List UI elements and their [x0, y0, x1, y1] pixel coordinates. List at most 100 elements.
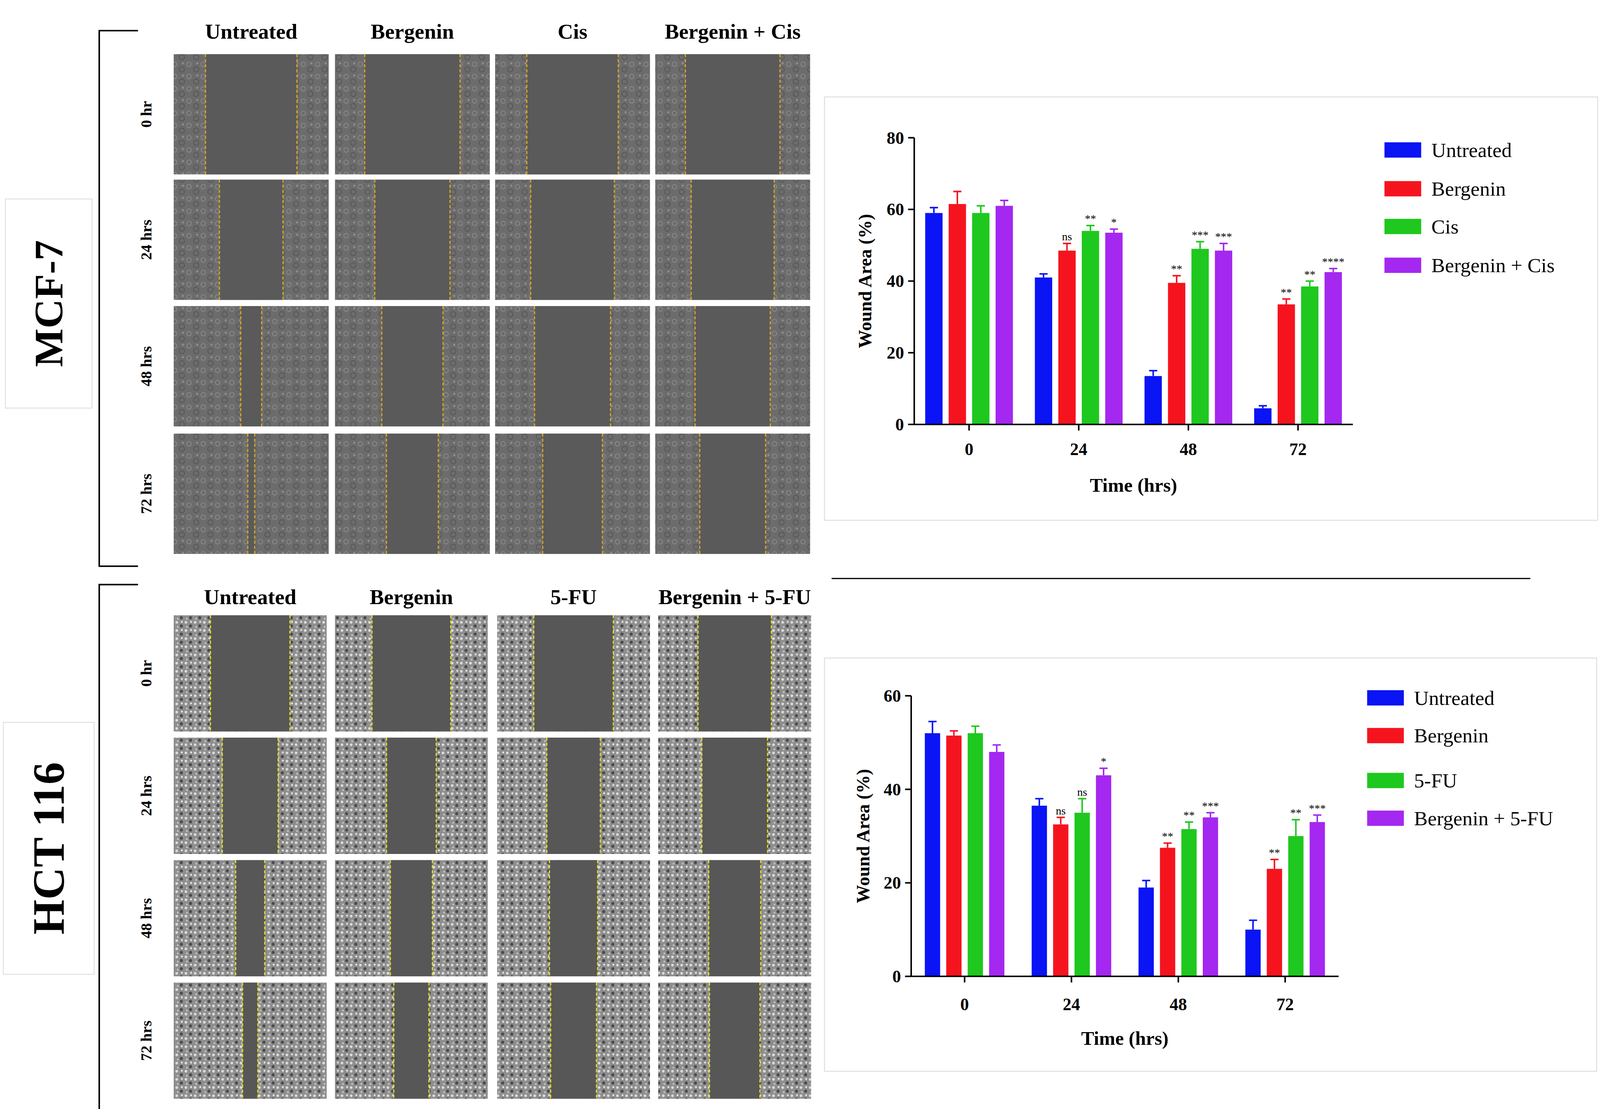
bracket — [99, 584, 138, 1109]
micrograph — [335, 433, 491, 554]
error-bar — [1081, 798, 1083, 813]
bar — [989, 751, 1005, 977]
micrograph — [335, 179, 491, 300]
image-section: HCT 116UntreatedBergenin5-FUBergenin + 5… — [3, 584, 812, 1109]
error-cap — [1305, 280, 1314, 282]
wound-gap — [699, 433, 766, 554]
x-tick — [963, 976, 966, 983]
bar — [1214, 250, 1233, 425]
wound-edge — [773, 179, 775, 300]
significance: ** — [1170, 262, 1183, 275]
micrograph — [497, 982, 651, 1099]
error-cap — [1142, 879, 1151, 882]
micrograph-bg — [654, 433, 810, 554]
wound-edge — [235, 859, 237, 977]
wound-edge — [240, 305, 242, 427]
micrograph — [173, 305, 329, 427]
micrograph-bg — [335, 982, 489, 1099]
micrograph — [497, 859, 651, 977]
wound-edge — [393, 982, 395, 1099]
wound-gap — [393, 982, 429, 1099]
micrograph — [335, 859, 489, 977]
separator — [831, 577, 1531, 579]
micrograph-bg — [494, 54, 650, 175]
legend-label: 5-FU — [1413, 768, 1457, 792]
wound-gap — [235, 859, 265, 977]
significance: * — [1100, 754, 1107, 768]
y-tick-label: 60 — [883, 686, 902, 706]
error-bar — [1295, 819, 1297, 836]
micrograph — [173, 859, 327, 977]
x-tick — [1284, 976, 1287, 983]
bar — [1191, 248, 1209, 425]
column-header: 5-FU — [550, 584, 597, 609]
error-cap — [1196, 241, 1204, 243]
wound-gap — [550, 982, 597, 1099]
micrograph-bg — [497, 859, 651, 977]
wound-edge — [435, 737, 437, 854]
cell-line-box — [5, 198, 93, 408]
cell-line-label: MCF-7 — [26, 239, 72, 367]
bar — [967, 733, 983, 977]
legend-label: Untreated — [1431, 138, 1512, 162]
bar — [972, 212, 990, 425]
x-tick — [968, 424, 970, 431]
wound-edge — [694, 305, 696, 427]
wound-edge — [701, 737, 703, 854]
error-bar — [933, 207, 935, 213]
wound-edge — [526, 54, 528, 175]
wound-edge — [759, 982, 761, 1099]
wound-gap — [364, 54, 460, 175]
micrograph-bg — [335, 305, 491, 427]
error-bar — [980, 205, 982, 214]
x-tick-label: 72 — [1276, 994, 1295, 1014]
wound-edge — [549, 982, 551, 1099]
micrograph-bg — [335, 737, 489, 854]
column-header: Bergenin + Cis — [664, 19, 801, 44]
wound-gap — [210, 615, 291, 732]
significance: ** — [1303, 268, 1316, 281]
significance: *** — [1191, 228, 1209, 242]
legend-swatch — [1384, 218, 1422, 234]
wound-edge — [599, 737, 601, 854]
wound-gap — [386, 433, 439, 554]
micrograph-bg — [654, 179, 810, 300]
micrograph — [658, 982, 812, 1099]
x-tick — [1078, 424, 1080, 431]
significance: *** — [1308, 801, 1326, 815]
legend: UntreatedBergenin5-FUBergenin + 5-FU — [1367, 686, 1554, 830]
chart-frame — [824, 657, 1597, 1071]
error-bar — [1089, 225, 1092, 231]
wound-gap — [372, 615, 451, 732]
error-cap — [976, 205, 985, 207]
x-axis-title: Time (hrs) — [1081, 1027, 1169, 1050]
wound-edge — [760, 859, 762, 977]
wound-edge — [431, 859, 434, 977]
wound-gap — [222, 737, 279, 854]
wound-gap — [698, 615, 772, 732]
wound-edge — [257, 982, 259, 1099]
wound-edge — [546, 737, 548, 854]
wound-gap — [708, 859, 761, 977]
bar — [1058, 250, 1076, 425]
error-cap — [949, 729, 958, 732]
error-bar — [974, 725, 977, 734]
significance: ** — [1268, 846, 1281, 859]
wound-edge — [533, 615, 535, 732]
significance: ns — [1062, 230, 1073, 243]
wound-edge — [459, 54, 461, 175]
row-label: 72 hrs — [137, 473, 155, 514]
bar — [1144, 376, 1163, 425]
error-cap — [1206, 811, 1215, 814]
legend: UntreatedBergeninCisBergenin + Cis — [1384, 138, 1555, 277]
significance: ** — [1290, 806, 1302, 819]
significance: ** — [1183, 808, 1195, 822]
y-tick — [905, 694, 912, 697]
significance: ** — [1162, 829, 1174, 843]
micrograph-bg — [173, 433, 329, 554]
micrograph — [173, 615, 327, 732]
chart-frame — [824, 96, 1598, 521]
error-cap — [1329, 267, 1338, 270]
error-bar — [1102, 768, 1105, 776]
significance: ns — [1077, 785, 1088, 799]
